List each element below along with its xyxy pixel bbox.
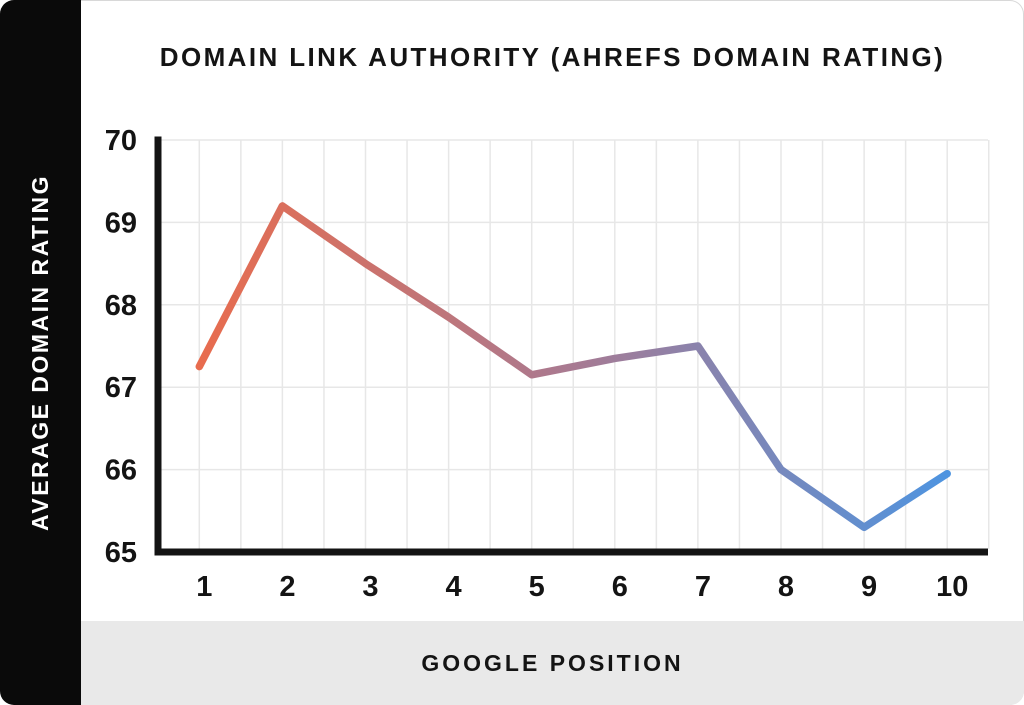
y-tick-label: 69 (105, 207, 137, 239)
chart-title: DOMAIN LINK AUTHORITY (AHREFS DOMAIN RAT… (159, 42, 946, 72)
x-axis-title-band: GOOGLE POSITION (81, 621, 1024, 705)
data-line (195, 202, 951, 532)
x-tick-label: 1 (196, 571, 212, 603)
y-axis-title: AVERAGE DOMAIN RATING (27, 173, 53, 532)
x-tick-label: 4 (446, 571, 462, 603)
y-tick-label: 68 (105, 290, 137, 322)
x-tick-label: 7 (695, 571, 711, 603)
y-tick-label: 66 (105, 455, 137, 487)
x-tick-label: 5 (529, 571, 545, 603)
x-tick-label: 3 (362, 571, 378, 603)
y-tick-label: 67 (105, 372, 137, 404)
x-tick-label: 9 (861, 571, 877, 603)
x-tick-label: 8 (778, 571, 794, 603)
x-tick-label: 2 (279, 571, 295, 603)
x-tick-label: 6 (612, 571, 628, 603)
x-tick-label: 10 (936, 571, 968, 603)
y-tick-label: 70 (105, 125, 137, 157)
x-axis-title: GOOGLE POSITION (421, 649, 684, 676)
y-axis-title-band: AVERAGE DOMAIN RATING (0, 0, 81, 705)
y-tick-label: 65 (105, 537, 137, 569)
